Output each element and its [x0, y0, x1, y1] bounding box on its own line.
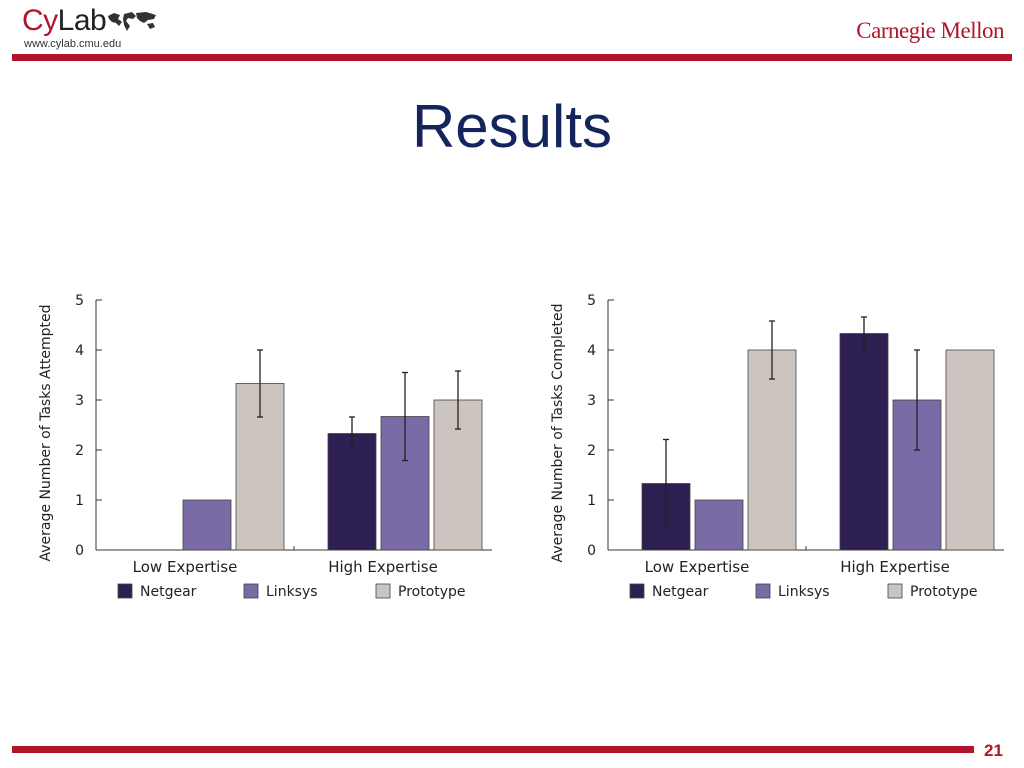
legend-label: Prototype [910, 584, 978, 600]
chart-tasks-completed: Average Number of Tasks Completed 0 1 2 3 4 5 L… [550, 293, 1004, 600]
y-axis-label: Average Number of Tasks Attempted [38, 305, 54, 562]
chart-tasks-attempted: Average Number of Tasks Attempted 0 1 2 3 4 5 L… [38, 293, 492, 600]
page-number: 21 [984, 741, 1003, 760]
y-tick-label: 5 [75, 293, 84, 309]
x-category-label: Low Expertise [645, 558, 750, 576]
legend-label: Netgear [140, 584, 197, 600]
legend-swatch [243, 583, 259, 599]
x-category-label: Low Expertise [133, 558, 238, 576]
legend-label: Linksys [778, 584, 830, 600]
y-tick-label: 5 [587, 293, 596, 309]
y-tick-label: 3 [587, 393, 596, 409]
legend-label: Netgear [652, 584, 709, 600]
y-tick-label: 2 [75, 443, 84, 459]
y-tick-label: 4 [75, 343, 84, 359]
slide-title: Results [411, 93, 613, 160]
bar-prototype-1 [945, 349, 995, 551]
y-tick-label: 3 [75, 393, 84, 409]
bar-netgear-1 [839, 333, 889, 551]
cmu-logo: Carnegie Mellon [856, 18, 1004, 43]
y-tick-label: 0 [587, 543, 596, 559]
bar-netgear-1 [327, 433, 377, 551]
world-map-icon [108, 12, 156, 31]
y-tick-label: 4 [587, 343, 596, 359]
legend-swatch [887, 583, 903, 599]
y-tick-label: 0 [75, 543, 84, 559]
cylab-url: www.cylab.cmu.edu [24, 38, 122, 50]
cylab-logo: CyLab [22, 4, 107, 38]
bar-linksys-0 [182, 499, 232, 551]
legend-label: Prototype [398, 584, 466, 600]
legend-swatch [117, 583, 133, 599]
header-divider [12, 54, 1012, 61]
bar-linksys-0 [694, 499, 744, 551]
y-axis-label: Average Number of Tasks Completed [550, 304, 566, 563]
footer-divider [12, 746, 974, 753]
bar-prototype-0 [747, 349, 797, 551]
x-category-label: High Expertise [840, 558, 950, 576]
cylab-logo-text: CyLab [22, 4, 107, 37]
legend-label: Linksys [266, 584, 318, 600]
y-tick-label: 1 [75, 493, 84, 509]
legend-swatch [375, 583, 391, 599]
x-category-label: High Expertise [328, 558, 438, 576]
y-tick-label: 1 [587, 493, 596, 509]
legend-swatch [755, 583, 771, 599]
y-tick-label: 2 [587, 443, 596, 459]
legend-swatch [629, 583, 645, 599]
